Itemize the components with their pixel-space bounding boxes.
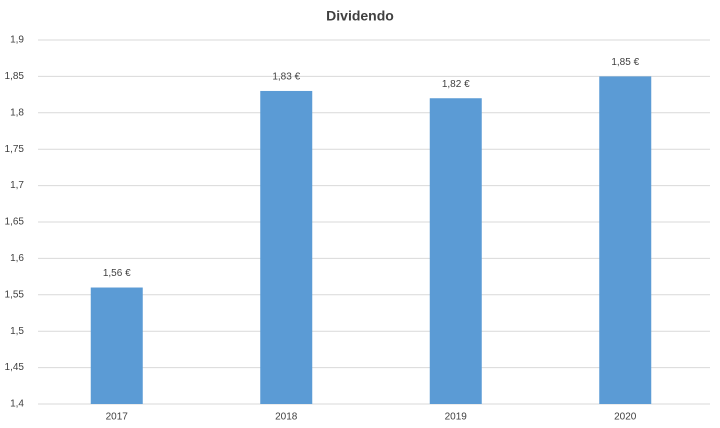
x-tick-label: 2020 bbox=[614, 412, 637, 423]
bar bbox=[429, 98, 482, 405]
y-tick-label: 1,85 bbox=[5, 71, 25, 82]
data-label: 1,85 € bbox=[611, 57, 639, 68]
y-tick-label: 1,7 bbox=[10, 180, 24, 191]
x-tick-label: 2018 bbox=[275, 412, 298, 423]
bar bbox=[90, 287, 143, 404]
y-tick-label: 1,45 bbox=[5, 362, 25, 373]
y-tick-label: 1,8 bbox=[10, 107, 24, 118]
y-tick-label: 1,75 bbox=[5, 144, 25, 155]
data-label: 1,82 € bbox=[442, 79, 470, 90]
x-tick-label: 2017 bbox=[106, 412, 129, 423]
bar bbox=[599, 76, 652, 405]
y-tick-label: 1,55 bbox=[5, 289, 25, 300]
data-label: 1,56 € bbox=[103, 268, 131, 279]
y-tick-label: 1,4 bbox=[10, 399, 24, 410]
y-tick-label: 1,65 bbox=[5, 217, 25, 228]
chart-title: Dividendo bbox=[326, 8, 394, 24]
y-tick-label: 1,9 bbox=[10, 35, 24, 46]
y-tick-label: 1,6 bbox=[10, 253, 24, 264]
bar bbox=[260, 90, 313, 405]
x-tick-label: 2019 bbox=[445, 412, 468, 423]
data-label: 1,83 € bbox=[272, 72, 300, 83]
y-tick-label: 1,5 bbox=[10, 326, 24, 337]
